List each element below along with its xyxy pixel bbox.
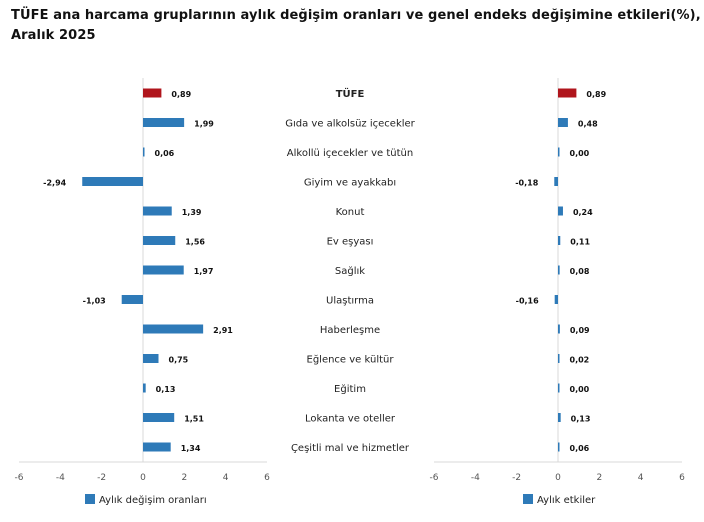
data-label: 0,89 <box>586 90 606 99</box>
category-label: Ev eşyası <box>327 237 374 248</box>
data-label: 0,02 <box>570 356 590 365</box>
category-label: Alkollü içecekler ve tütün <box>287 148 413 159</box>
bar <box>558 147 560 157</box>
data-label: 1,51 <box>184 415 204 424</box>
bar <box>143 324 204 334</box>
bar <box>558 324 560 334</box>
category-label: Eğlence ve kültür <box>307 354 395 366</box>
data-label: 2,91 <box>213 326 233 335</box>
bar <box>82 177 143 186</box>
x-tick-label: -6 <box>15 473 24 483</box>
bar <box>143 265 184 275</box>
chart-title: TÜFE ana harcama gruplarının aylık değiş… <box>11 8 701 43</box>
category-label: Çeşitli mal ve hizmetler <box>291 443 410 454</box>
x-tick-label: 4 <box>223 473 229 483</box>
bar <box>558 354 560 363</box>
bar <box>143 383 146 393</box>
bar <box>143 118 185 127</box>
legend-label: Aylık değişim oranları <box>99 494 207 506</box>
data-label: 1,99 <box>194 120 214 129</box>
x-tick-label: 6 <box>679 473 685 483</box>
bar <box>558 88 577 98</box>
x-tick-label: 6 <box>264 473 270 483</box>
data-label: 0,48 <box>578 120 598 129</box>
bar <box>558 442 560 452</box>
bar <box>143 147 145 157</box>
bar <box>143 206 172 216</box>
bar <box>143 442 171 452</box>
category-label: Ulaştırma <box>326 296 374 307</box>
x-tick-label: 4 <box>638 473 644 483</box>
x-tick-label: -4 <box>471 473 480 483</box>
bar <box>558 383 560 393</box>
data-label: 0,09 <box>570 326 590 335</box>
x-tick-label: 0 <box>140 473 146 483</box>
bar <box>143 354 159 363</box>
data-label: 0,00 <box>570 149 590 158</box>
legend-swatch <box>523 494 533 504</box>
x-tick-label: 2 <box>181 473 187 483</box>
data-label: -1,03 <box>83 297 106 306</box>
bar <box>143 88 162 98</box>
bar <box>558 413 561 422</box>
category-label: Haberleşme <box>320 325 380 336</box>
data-label: 1,97 <box>194 267 214 276</box>
category-label: Eğitim <box>334 383 366 395</box>
data-label: -2,94 <box>43 179 66 188</box>
category-label: Gıda ve alkolsüz içecekler <box>285 119 415 130</box>
category-label: Sağlık <box>335 265 365 277</box>
data-label: 0,13 <box>571 415 591 424</box>
bar <box>558 206 563 216</box>
bar <box>558 236 561 245</box>
x-tick-label: -2 <box>512 473 521 483</box>
category-label: Giyim ve ayakkabı <box>304 178 396 189</box>
data-label: -0,16 <box>516 297 539 306</box>
data-label: 1,34 <box>181 444 201 453</box>
data-label: 0,06 <box>155 149 175 158</box>
data-label: 0,24 <box>573 208 593 217</box>
category-label: Lokanta ve oteller <box>305 414 396 425</box>
bar <box>558 118 568 127</box>
x-tick-label: -4 <box>56 473 65 483</box>
data-label: 0,13 <box>156 385 176 394</box>
data-label: 0,89 <box>171 90 191 99</box>
bar <box>121 295 143 304</box>
x-tick-label: 2 <box>596 473 602 483</box>
data-label: -0,18 <box>515 179 538 188</box>
bar <box>143 413 175 422</box>
data-label: 1,39 <box>182 208 202 217</box>
category-label: TÜFE <box>336 86 365 100</box>
data-label: 0,00 <box>570 385 590 394</box>
bar <box>143 236 176 245</box>
bar <box>554 295 558 304</box>
x-tick-label: -6 <box>430 473 439 483</box>
x-tick-label: -2 <box>97 473 106 483</box>
x-tick-label: 0 <box>555 473 561 483</box>
data-label: 1,56 <box>185 238 205 247</box>
category-label: Konut <box>336 207 365 218</box>
data-label: 0,06 <box>570 444 590 453</box>
bar <box>558 265 560 275</box>
data-label: 0,75 <box>169 356 189 365</box>
bar <box>554 177 558 186</box>
data-label: 0,11 <box>570 238 590 247</box>
legend-label: Aylık etkiler <box>537 495 596 506</box>
data-label: 0,08 <box>570 267 590 276</box>
legend-swatch <box>85 494 95 504</box>
